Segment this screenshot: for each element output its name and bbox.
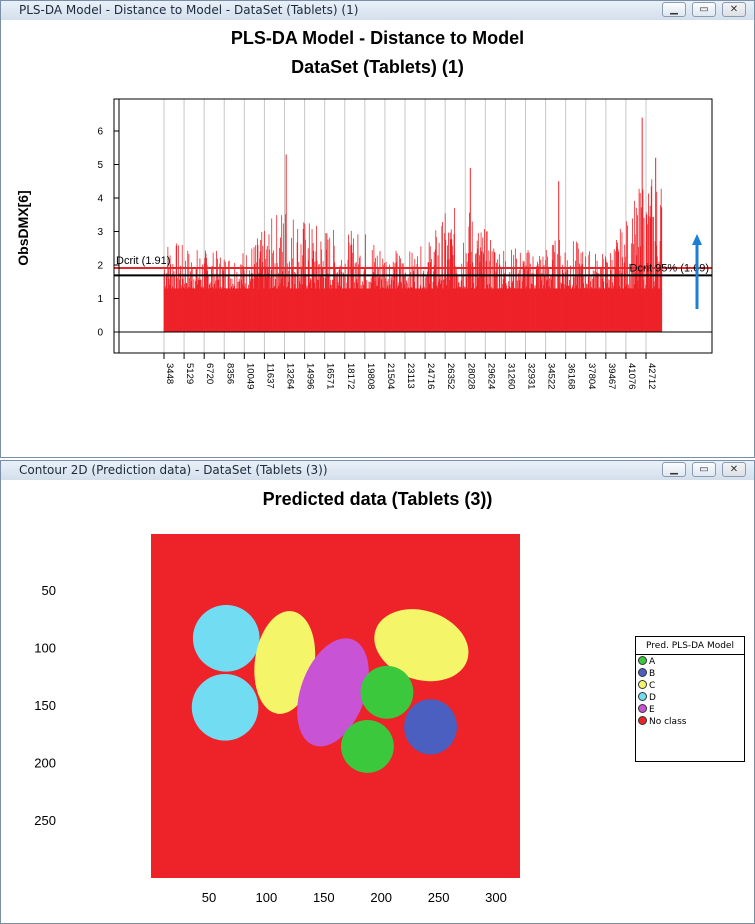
- x-tick-label: 36168: [566, 363, 577, 389]
- y-tick-label: 3: [97, 227, 103, 238]
- legend-title: Pred. PLS-DA Model: [636, 637, 744, 655]
- legend-item: B: [636, 668, 744, 680]
- window-content: Predicted data (Tablets (3)) 50 100 150 200…: [1, 480, 754, 923]
- x-tick-label: 5129: [184, 363, 195, 384]
- tablet-region-d: [191, 673, 259, 741]
- x-tick-label: 37804: [586, 363, 597, 389]
- y-tick-label: 150: [34, 698, 56, 713]
- x-tick-label: 39467: [606, 363, 617, 389]
- x-tick-label: 28028: [465, 363, 476, 389]
- x-tick-label: 24716: [425, 363, 436, 389]
- y-tick-label: 250: [34, 813, 56, 828]
- legend-swatch: [638, 680, 647, 689]
- up-arrow-icon: [692, 234, 702, 245]
- distance-to-model-window: PLS-DA Model - Distance to Model - DataS…: [0, 0, 755, 458]
- maximize-button[interactable]: ▭: [692, 462, 716, 477]
- y-tick-label: 4: [97, 194, 103, 205]
- legend-swatch: [638, 716, 647, 725]
- window-content: PLS-DA Model - Distance to Model DataSet…: [1, 20, 754, 457]
- x-tick-label: 14996: [305, 363, 316, 389]
- tablet-region-a: [341, 719, 394, 773]
- x-tick-label: 50: [202, 890, 216, 905]
- x-tick-label: 13264: [285, 363, 296, 389]
- y-tick-label: 2: [97, 261, 103, 272]
- y-tick-label: 100: [34, 641, 56, 656]
- legend-swatch: [638, 692, 647, 701]
- chart-title: PLS-DA Model - Distance to Model: [230, 28, 525, 48]
- y-tick-label: 5: [97, 160, 103, 171]
- tablet-region-e: [297, 638, 369, 747]
- x-tick-label: 8356: [224, 363, 235, 384]
- x-tick-label: 41076: [626, 363, 637, 389]
- tablet-region-a: [360, 665, 414, 719]
- legend-label: B: [649, 669, 656, 679]
- close-button[interactable]: ✕: [722, 462, 746, 477]
- legend-swatch: [638, 668, 647, 677]
- legend: Pred. PLS-DA Model A B C D E No class: [635, 636, 745, 762]
- contour-plot[interactable]: 50 100 150 200 250 300 50 100 150 200 250: [1, 480, 754, 924]
- x-tick-label: 31260: [505, 363, 516, 389]
- legend-item: E: [636, 704, 744, 716]
- legend-label: D: [649, 693, 656, 703]
- tablet-region-c: [374, 609, 469, 682]
- legend-label: A: [649, 657, 656, 667]
- x-tick-label: 200: [370, 890, 392, 905]
- minimize-button[interactable]: ▁: [662, 2, 686, 17]
- x-tick-label: 300: [485, 890, 507, 905]
- tablet-region-c: [254, 611, 316, 714]
- x-tick-label: 150: [313, 890, 335, 905]
- y-tick-label: 6: [97, 127, 103, 138]
- window-title: PLS-DA Model - Distance to Model - DataS…: [19, 3, 359, 17]
- y-tick-label: 50: [42, 583, 56, 598]
- x-tick-label: 100: [256, 890, 278, 905]
- close-button[interactable]: ✕: [722, 2, 746, 17]
- maximize-button[interactable]: ▭: [692, 2, 716, 17]
- legend-label: C: [649, 681, 656, 691]
- x-tick-label: 26352: [445, 363, 456, 389]
- chart-title: Predicted data (Tablets (3)): [262, 489, 493, 509]
- x-tick-label: 34522: [546, 363, 557, 389]
- y-tick-label: 0: [97, 328, 103, 339]
- x-tick-label: 32931: [526, 363, 537, 389]
- tablet-region-d: [192, 604, 260, 672]
- plot-frame: [113, 98, 713, 354]
- tablet-region-b: [404, 699, 457, 755]
- x-tick-label: 250: [428, 890, 450, 905]
- legend-swatch: [638, 656, 647, 665]
- distance-chart[interactable]: Dcrit (1.91) Dcrit 95% (1.69) 3448 5129 672…: [1, 20, 754, 440]
- legend-item: A: [636, 656, 744, 668]
- window-titlebar[interactable]: PLS-DA Model - Distance to Model - DataS…: [1, 1, 754, 21]
- chart-subtitle: DataSet (Tablets) (1): [291, 57, 464, 77]
- x-tick-label: 23113: [405, 363, 416, 389]
- contour-2d-window: Contour 2D (Prediction data) - DataSet (…: [0, 460, 755, 924]
- legend-item: C: [636, 680, 744, 692]
- legend-item: D: [636, 692, 744, 704]
- x-tick-label: 10049: [244, 363, 255, 389]
- y-tick-label: 1: [97, 294, 103, 305]
- legend-item: No class: [636, 716, 744, 728]
- x-tick-label: 3448: [164, 363, 175, 384]
- x-tick-label: 19808: [365, 363, 376, 389]
- y-axis-label: ObsDMX[6]: [15, 190, 31, 266]
- y-tick-label: 200: [34, 756, 56, 771]
- legend-label: E: [649, 705, 655, 715]
- x-tick-label: 29624: [485, 363, 496, 389]
- dcrit95-label: Dcrit 95% (1.69): [630, 262, 709, 274]
- x-tick-label: 21504: [385, 363, 396, 389]
- minimize-button[interactable]: ▁: [662, 462, 686, 477]
- window-title: Contour 2D (Prediction data) - DataSet (…: [19, 463, 328, 477]
- x-tick-label: 11637: [264, 363, 275, 389]
- x-tick-label: 6720: [204, 363, 215, 384]
- legend-label: No class: [649, 717, 687, 727]
- x-tick-label: 16571: [325, 363, 336, 389]
- x-tick-label: 42712: [646, 363, 657, 389]
- legend-swatch: [638, 704, 647, 713]
- dcrit-label: Dcrit (1.91): [116, 255, 170, 267]
- window-titlebar[interactable]: Contour 2D (Prediction data) - DataSet (…: [1, 461, 754, 481]
- x-tick-label: 18172: [345, 363, 356, 389]
